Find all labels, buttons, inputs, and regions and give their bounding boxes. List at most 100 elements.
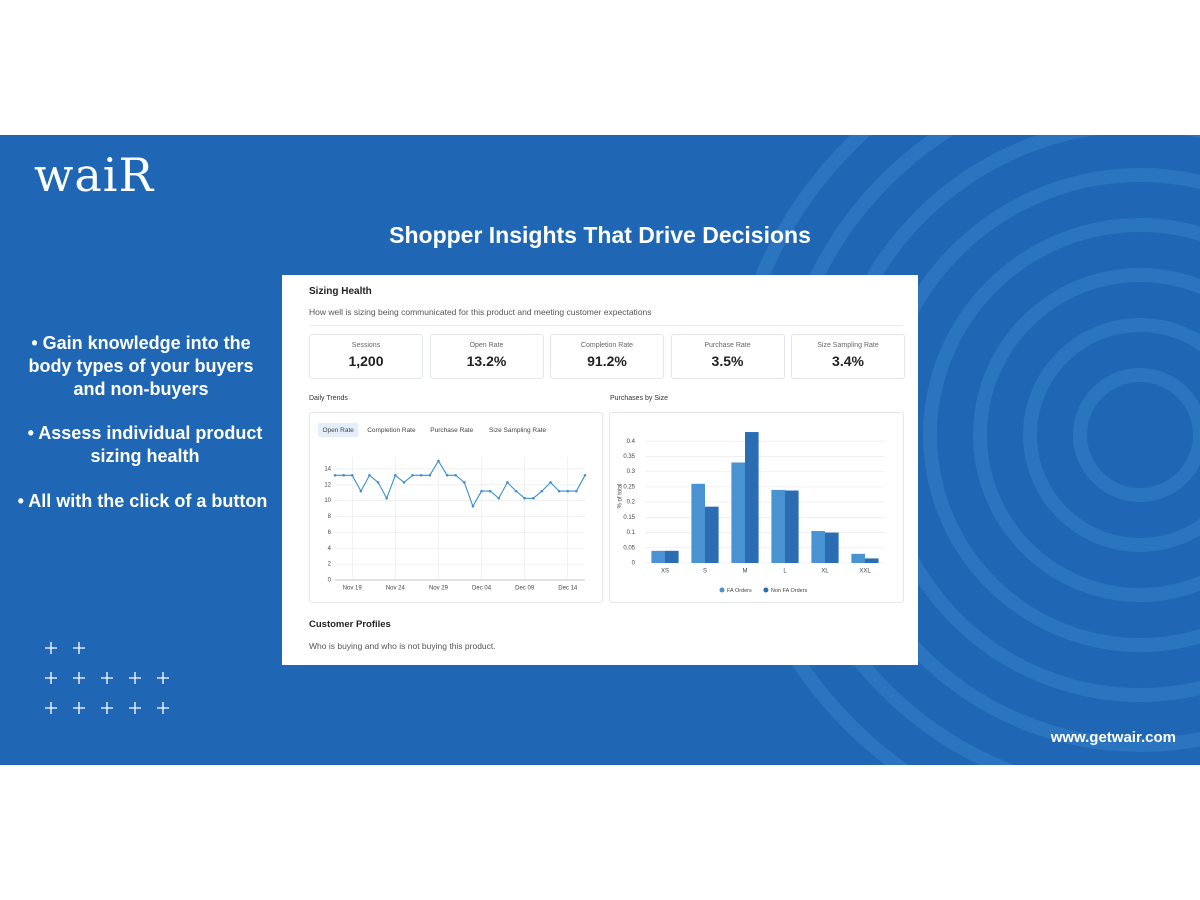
x-tick-label: L bbox=[783, 569, 787, 575]
x-tick-label: Nov 29 bbox=[429, 586, 449, 592]
bar bbox=[865, 558, 879, 563]
point bbox=[445, 473, 449, 477]
trend-line bbox=[335, 459, 586, 508]
bar bbox=[811, 531, 825, 563]
legend-swatch bbox=[763, 587, 769, 593]
bar-card: 0 0.05 0.1 0.15 0.2 0.25 0.3 0.35 0.4 % of total X… bbox=[609, 412, 904, 603]
kpi-label: Sessions bbox=[351, 342, 381, 349]
y-tick-label: 4 bbox=[328, 546, 332, 552]
point bbox=[394, 473, 397, 477]
plus-signs bbox=[45, 642, 169, 714]
point bbox=[471, 504, 475, 508]
point bbox=[376, 481, 380, 484]
point bbox=[342, 473, 345, 477]
section-subtitle: Who is buying and who is not buying this… bbox=[309, 641, 496, 651]
bar bbox=[745, 432, 759, 563]
kpi-value: 91.2% bbox=[587, 353, 627, 369]
kpi-label: Size Sampling Rate bbox=[817, 342, 879, 349]
kpi-label: Purchase Rate bbox=[704, 342, 751, 349]
point bbox=[463, 481, 466, 484]
dashboard: Sizing Health How well is sizing being c… bbox=[282, 275, 918, 665]
bar bbox=[731, 462, 745, 563]
bar bbox=[691, 483, 705, 563]
tab-active bbox=[318, 423, 359, 437]
point bbox=[488, 489, 492, 493]
kpi-card: Size Sampling Rate 3.4% bbox=[791, 334, 905, 379]
bullet: • All with the click of a button bbox=[17, 491, 268, 511]
bar bbox=[651, 550, 665, 563]
point bbox=[480, 489, 483, 493]
kpi-value: 3.4% bbox=[832, 353, 864, 369]
kpi-value: 1,200 bbox=[348, 353, 384, 369]
point bbox=[385, 496, 389, 500]
chart-title: Purchases by Size bbox=[610, 395, 668, 402]
bar bbox=[705, 506, 719, 563]
bullet: • Assess individual product sizing healt… bbox=[27, 423, 263, 466]
tab[interactable]: Completion Rate bbox=[367, 427, 416, 434]
bar bbox=[851, 553, 865, 563]
tab[interactable]: Size Sampling Rate bbox=[489, 427, 546, 434]
y-tick-label: 2 bbox=[328, 562, 332, 568]
section-subtitle: How well is sizing being communicated fo… bbox=[309, 307, 652, 317]
point bbox=[506, 481, 509, 484]
y-tick-label: 0.15 bbox=[623, 515, 635, 521]
point bbox=[428, 473, 432, 477]
x-tick-label: Dec 09 bbox=[515, 586, 535, 592]
y-tick-label: 0.35 bbox=[623, 454, 635, 460]
y-tick-label: 0 bbox=[328, 578, 332, 584]
point bbox=[419, 473, 423, 477]
logo: waiR bbox=[34, 148, 155, 202]
bar bbox=[825, 532, 839, 563]
x-tick-label: S bbox=[703, 569, 707, 575]
tab[interactable]: Open Rate bbox=[322, 427, 354, 434]
point bbox=[497, 496, 501, 500]
kpi-card: Open Rate 13.2% bbox=[429, 334, 544, 379]
tab[interactable]: Purchase Rate bbox=[430, 427, 473, 434]
y-tick-label: 6 bbox=[328, 530, 332, 536]
point bbox=[523, 496, 526, 500]
point bbox=[557, 489, 561, 493]
line-card: Open Rate Completion Rate Purchase Rate Siz… bbox=[309, 412, 603, 603]
y-tick-label: 0.2 bbox=[627, 500, 636, 506]
x-tick-label: XXL bbox=[859, 569, 871, 575]
y-tick-label: 12 bbox=[324, 482, 331, 488]
kpi-value: 13.2% bbox=[466, 353, 507, 369]
kpi-label: Completion Rate bbox=[580, 342, 634, 349]
section-title: Customer Profiles bbox=[309, 619, 391, 630]
legend-label: Non FA Orders bbox=[771, 588, 808, 594]
y-tick-label: 0.05 bbox=[623, 545, 635, 551]
line-chart: Open Rate Completion Rate Purchase Rate Siz… bbox=[318, 423, 587, 592]
chart-title: Daily Trends bbox=[309, 395, 348, 402]
kpi-value: 3.5% bbox=[711, 353, 744, 369]
point bbox=[583, 473, 587, 477]
legend-swatch bbox=[719, 587, 725, 593]
y-tick-label: 10 bbox=[324, 498, 331, 504]
point bbox=[333, 473, 337, 477]
headline: Shopper Insights That Drive Decisions bbox=[389, 222, 811, 248]
point bbox=[454, 473, 457, 477]
y-tick-label: 8 bbox=[328, 514, 332, 520]
x-tick-label: Dec 04 bbox=[472, 586, 492, 592]
x-tick-label: XL bbox=[821, 569, 829, 575]
x-tick-label: Nov 24 bbox=[386, 586, 406, 592]
x-tick-label: Nov 19 bbox=[343, 586, 363, 592]
y-axis-title: % of total bbox=[618, 483, 624, 508]
section-title: Sizing Health bbox=[309, 286, 372, 297]
bullet: • Gain knowledge into the body types of … bbox=[28, 333, 254, 399]
kpi-card: Completion Rate 91.2% bbox=[550, 334, 664, 379]
point bbox=[531, 496, 535, 500]
divider bbox=[309, 325, 903, 326]
kpi-label: Open Rate bbox=[469, 342, 504, 349]
point bbox=[368, 473, 371, 477]
bar-chart: 0 0.05 0.1 0.15 0.2 0.25 0.3 0.35 0.4 % of total X… bbox=[618, 432, 885, 594]
point bbox=[540, 489, 544, 493]
point bbox=[549, 481, 552, 484]
point bbox=[514, 489, 518, 493]
x-tick-label: Dec 14 bbox=[558, 586, 578, 592]
x-tick-label: XS bbox=[661, 569, 669, 575]
point bbox=[350, 473, 354, 477]
point bbox=[402, 481, 406, 484]
point bbox=[575, 489, 578, 493]
footer-url: www.getwair.com bbox=[1050, 729, 1176, 746]
